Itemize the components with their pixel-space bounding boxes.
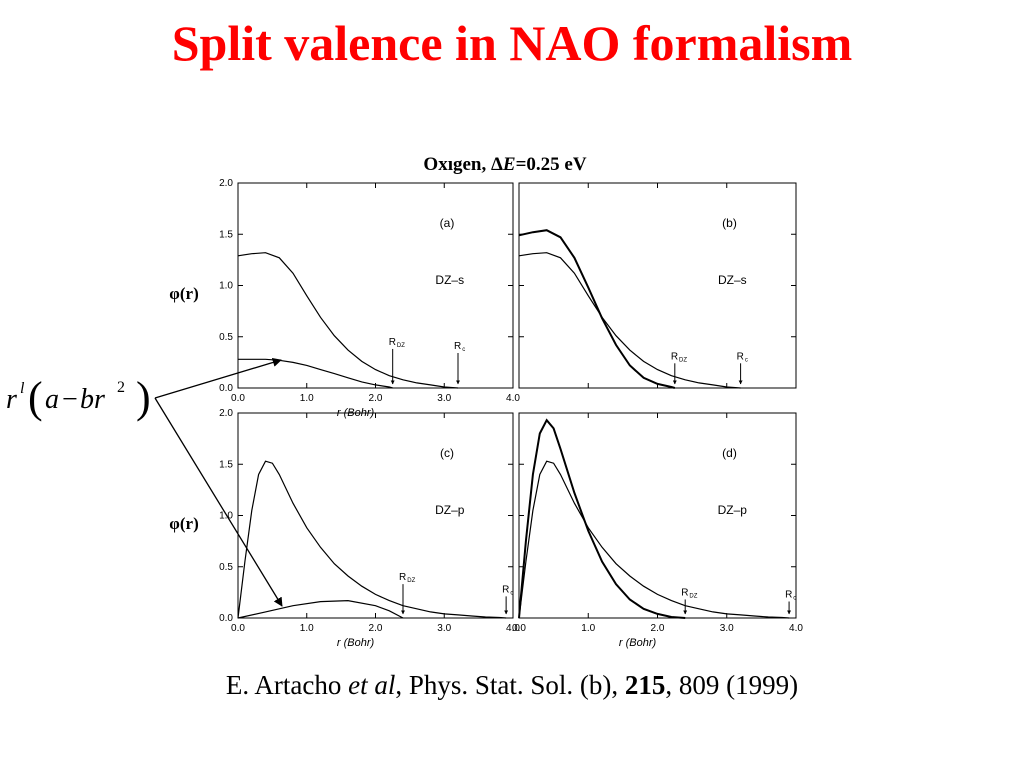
cutoff-label: RDZ — [399, 572, 416, 584]
series-line-1 — [237, 252, 459, 389]
cutoff-label: RDZ — [681, 587, 698, 599]
panels: 0.0 1.0 2.0 3.0 4.00.00.51.01.52.0r (Bohr)(a… — [219, 178, 803, 649]
formula: r l ( a − br 2 ) — [6, 373, 151, 422]
citation-authors: E. Artacho — [225, 670, 342, 700]
cutoff-label: Rc — [785, 590, 796, 602]
x-tick-label: 1.0 — [581, 623, 595, 634]
x-tick-label: 0.0 — [231, 623, 245, 634]
cutoff-label-sub: c — [745, 357, 748, 363]
formula-arrow-top — [154, 358, 282, 399]
y-tick-label: 0.5 — [219, 332, 233, 343]
x-axis-label: r (Bohr) — [619, 637, 657, 649]
formula-r: r — [6, 384, 17, 415]
panel-frame — [237, 412, 514, 619]
cutoff-label: RDZ — [671, 351, 688, 363]
formula-open-paren: ( — [28, 373, 43, 422]
x-axis-label: r (Bohr) — [337, 637, 375, 649]
citation-etal: et al — [348, 670, 396, 700]
cutoff-label-sub: c — [510, 590, 513, 596]
x-tick-label: 3.0 — [720, 623, 734, 634]
series-line-2 — [237, 599, 404, 619]
y-tick-label: 0.5 — [219, 562, 233, 573]
figure-title: Oxıgen, ΔE=0.25 eV — [423, 154, 586, 175]
panel-frame — [237, 182, 514, 389]
formula-arrow-bottom — [154, 397, 283, 607]
cutoff-label: Rc — [502, 584, 513, 596]
formula-exponent: 2 — [117, 379, 125, 396]
y-axis-label-bottom: φ(r) — [169, 514, 198, 533]
cutoff-marker: Rc — [454, 341, 465, 385]
formula-a: a — [45, 384, 59, 415]
panel-note: DZ–p — [718, 503, 748, 517]
y-tick-label: 0.0 — [219, 383, 233, 394]
panel-label: (b) — [722, 216, 737, 230]
cutoff-marker: RDZ — [681, 587, 698, 615]
x-tick-label: 2.0 — [651, 623, 665, 634]
series-line-1 — [237, 460, 507, 619]
cutoff-label: Rc — [737, 351, 748, 363]
series-line-1 — [518, 252, 741, 389]
y-tick-label: 1.5 — [219, 229, 233, 240]
y-tick-label: 1.0 — [219, 281, 233, 292]
x-tick-label: 1.0 — [300, 623, 314, 634]
series-line-2 — [518, 418, 686, 619]
cutoff-label-sub: c — [793, 596, 796, 602]
x-tick-label: 4.0 — [506, 623, 520, 634]
panel-b: (b) DZ–s RDZ Rc — [518, 182, 797, 389]
slide-title: Split valence in NAO formalism — [171, 15, 853, 71]
citation-volume: 215 — [624, 670, 666, 700]
series-line-2 — [518, 229, 676, 389]
cutoff-marker: RDZ — [389, 337, 406, 385]
x-tick-label: 4.0 — [506, 393, 520, 404]
formula-l: l — [20, 380, 25, 397]
panel-frame — [518, 182, 797, 389]
cutoff-marker: Rc — [737, 351, 748, 385]
cutoff-label: Rc — [454, 341, 465, 353]
cutoff-label-sub: DZ — [679, 357, 687, 363]
panel-label: (d) — [722, 446, 737, 460]
citation-pages-year: , 809 (1999) — [665, 670, 799, 700]
x-tick-label: 1.0 — [300, 393, 314, 404]
x-tick-label: 3.0 — [437, 623, 451, 634]
cutoff-marker: Rc — [785, 590, 796, 615]
y-tick-label: 2.0 — [219, 408, 233, 419]
x-tick-label: 0.0 — [231, 393, 245, 404]
x-tick-label: 2.0 — [369, 393, 383, 404]
x-tick-label: 3.0 — [437, 393, 451, 404]
x-tick-label: 4.0 — [789, 623, 803, 634]
x-tick-label: 0.0 — [512, 623, 526, 634]
panel-note: DZ–s — [718, 273, 747, 287]
y-tick-label: 1.0 — [219, 511, 233, 522]
citation-journal: , Phys. Stat. Sol. (b), — [395, 670, 625, 700]
series-line-2 — [238, 358, 393, 389]
panel-frame — [518, 412, 797, 619]
y-tick-label: 0.0 — [219, 613, 233, 624]
panel-label: (c) — [440, 446, 454, 460]
series-line-1 — [518, 460, 790, 619]
panel-d: 0.0 1.0 2.0 3.0 4.0 r (Bohr) (d) DZ–p RDZ Rc — [512, 412, 803, 649]
cutoff-label: RDZ — [389, 337, 406, 349]
panel-note: DZ–p — [435, 503, 465, 517]
formula-br: br — [80, 384, 105, 415]
formula-close-paren: ) — [136, 373, 151, 422]
y-tick-label: 1.5 — [219, 459, 233, 470]
cutoff-label-sub: DZ — [407, 578, 415, 584]
y-tick-label: 2.0 — [219, 178, 233, 189]
cutoff-label-sub: DZ — [397, 343, 405, 349]
citation: E. Artacho et al, Phys. Stat. Sol. (b), … — [0, 670, 1024, 701]
y-axis-label-top: φ(r) — [169, 284, 198, 303]
cutoff-marker: Rc — [502, 584, 513, 615]
cutoff-label-sub: c — [462, 347, 465, 353]
panel-c: 0.0 1.0 2.0 3.0 4.0 0.0 0.5 1.0 1.5 2.0 r (Bohr) (c… — [219, 408, 520, 649]
panel-note: DZ–s — [435, 273, 464, 287]
panel-label: (a) — [440, 216, 455, 230]
formula-minus: − — [62, 384, 78, 415]
panel-a: 0.0 1.0 2.0 3.0 4.00.00.51.01.52.0r (Bohr)(a… — [219, 178, 520, 419]
cutoff-label-sub: DZ — [689, 593, 697, 599]
x-tick-label: 2.0 — [369, 623, 383, 634]
